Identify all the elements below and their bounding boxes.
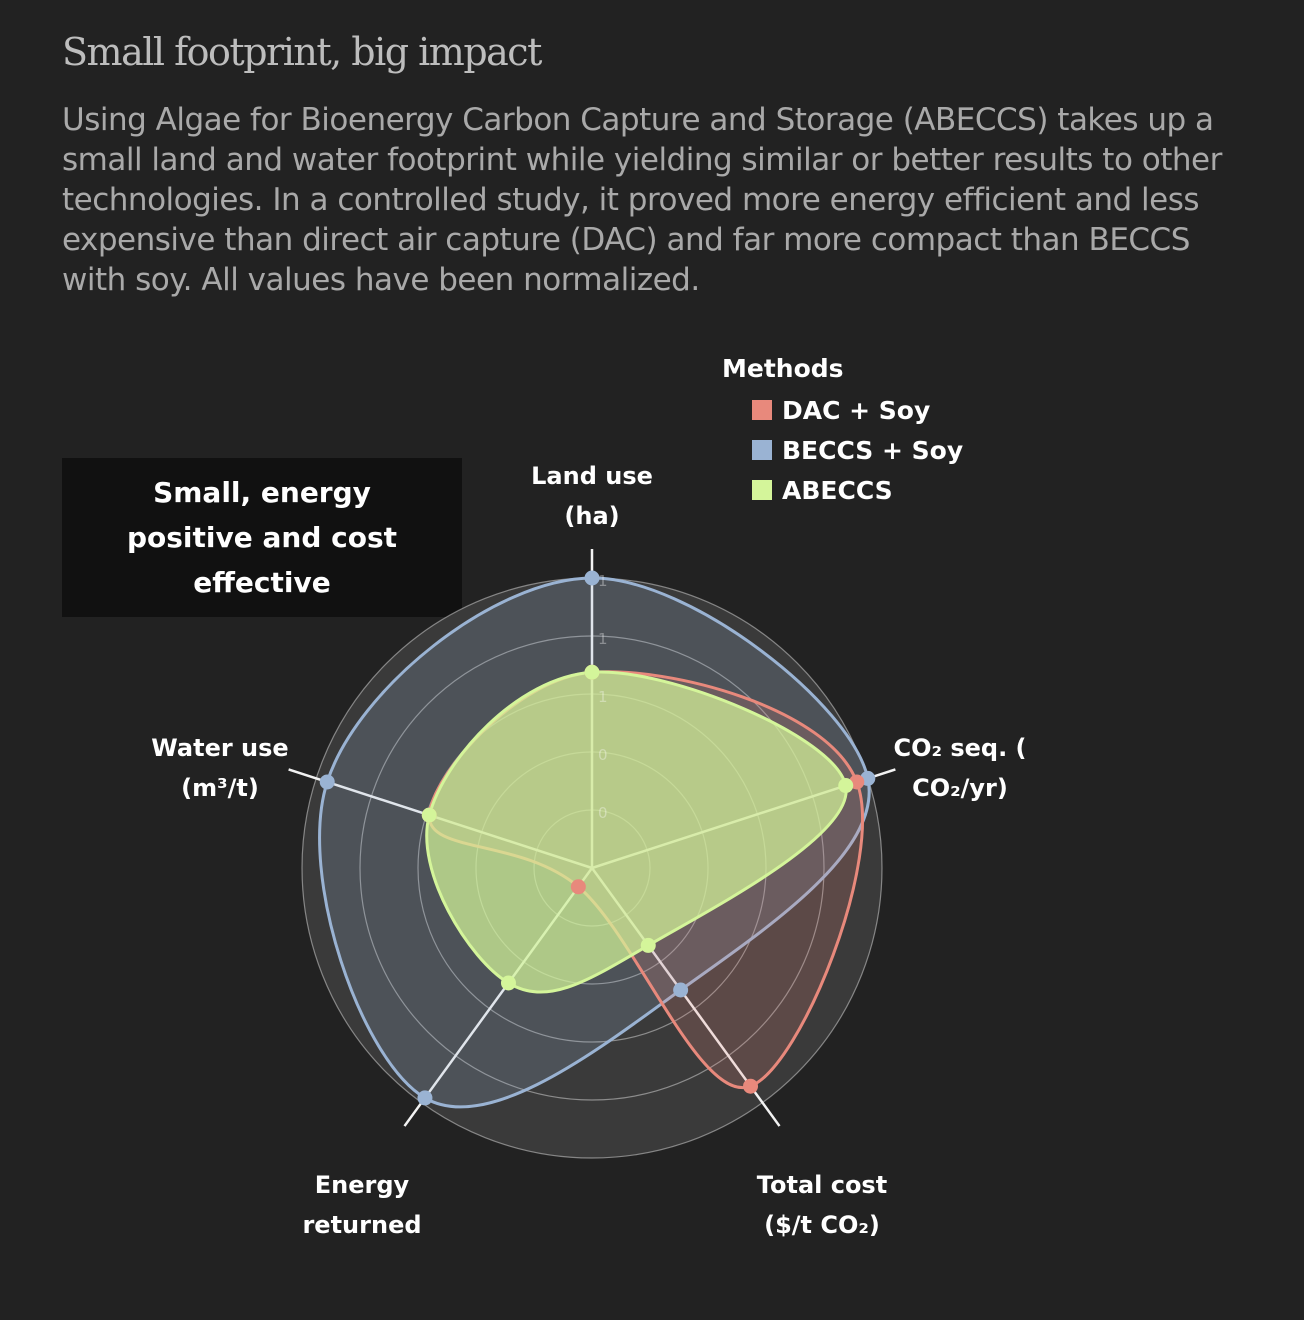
legend-label: DAC + Soy	[782, 395, 931, 425]
legend-swatch	[752, 400, 772, 420]
axis-label-line: Land use	[531, 462, 653, 490]
series-area-abeccs	[425, 670, 848, 994]
data-point-dac-soy	[743, 1078, 759, 1094]
chart-title: Small footprint, big impact	[62, 30, 542, 74]
callout-box: Small, energy positive and cost effectiv…	[62, 458, 462, 617]
axis-label-water-use: Water use (m³/t)	[151, 728, 288, 808]
legend-item-abeccs[interactable]: ABECCS	[752, 470, 963, 510]
data-point-beccs-soy	[673, 982, 689, 998]
ring-tick-label: 1	[598, 688, 608, 706]
legend-title: Methods	[722, 354, 844, 383]
axis-label-line: CO₂/yr)	[912, 774, 1008, 802]
chart-description: Using Algae for Bioenergy Carbon Capture…	[62, 102, 1222, 298]
data-point-beccs-soy	[584, 570, 600, 586]
axis-label-line: returned	[302, 1211, 422, 1239]
axis-label-line: Energy	[314, 1171, 410, 1199]
data-point-abeccs	[640, 937, 656, 953]
data-point-abeccs	[584, 664, 600, 680]
ring-tick-label: 0	[598, 804, 608, 822]
axis-label-line: (m³/t)	[181, 774, 259, 802]
axis-label-line: Total cost	[756, 1171, 888, 1199]
axis-label-co2-seq: CO₂ seq. ( CO₂/yr)	[893, 728, 1026, 808]
data-point-abeccs	[500, 975, 516, 991]
data-point-beccs-soy	[319, 774, 335, 790]
data-point-dac-soy	[570, 879, 586, 895]
legend-item-dac-soy[interactable]: DAC + Soy	[752, 390, 963, 430]
data-point-beccs-soy	[417, 1090, 433, 1106]
legend-swatch	[752, 480, 772, 500]
legend-label: ABECCS	[782, 475, 893, 505]
legend-item-beccs-soy[interactable]: BECCS + Soy	[752, 430, 963, 470]
ring-tick-label: 1	[598, 630, 608, 648]
axis-label-energy-returned: Energy returned	[302, 1165, 421, 1245]
axis-label-line: (ha)	[564, 502, 620, 530]
legend-label: BECCS + Soy	[782, 435, 964, 465]
axis-label-line: Water use	[151, 734, 289, 762]
ring-tick-label: 1	[598, 572, 608, 590]
axis-label-line: CO₂ seq. (	[893, 734, 1027, 762]
callout-text: Small, energy positive and cost effectiv…	[126, 476, 398, 599]
axis-label-land-use: Land use (ha)	[531, 456, 653, 536]
axis-label-line: ($/t CO₂)	[764, 1211, 880, 1239]
data-point-abeccs	[421, 807, 437, 823]
legend-swatch	[752, 440, 772, 460]
data-point-abeccs	[838, 778, 854, 794]
ring-tick-label: 0	[598, 746, 608, 764]
axis-label-total-cost: Total cost ($/t CO₂)	[757, 1165, 887, 1245]
legend: Methods DAC + Soy BECCS + Soy ABECCS	[722, 350, 963, 510]
